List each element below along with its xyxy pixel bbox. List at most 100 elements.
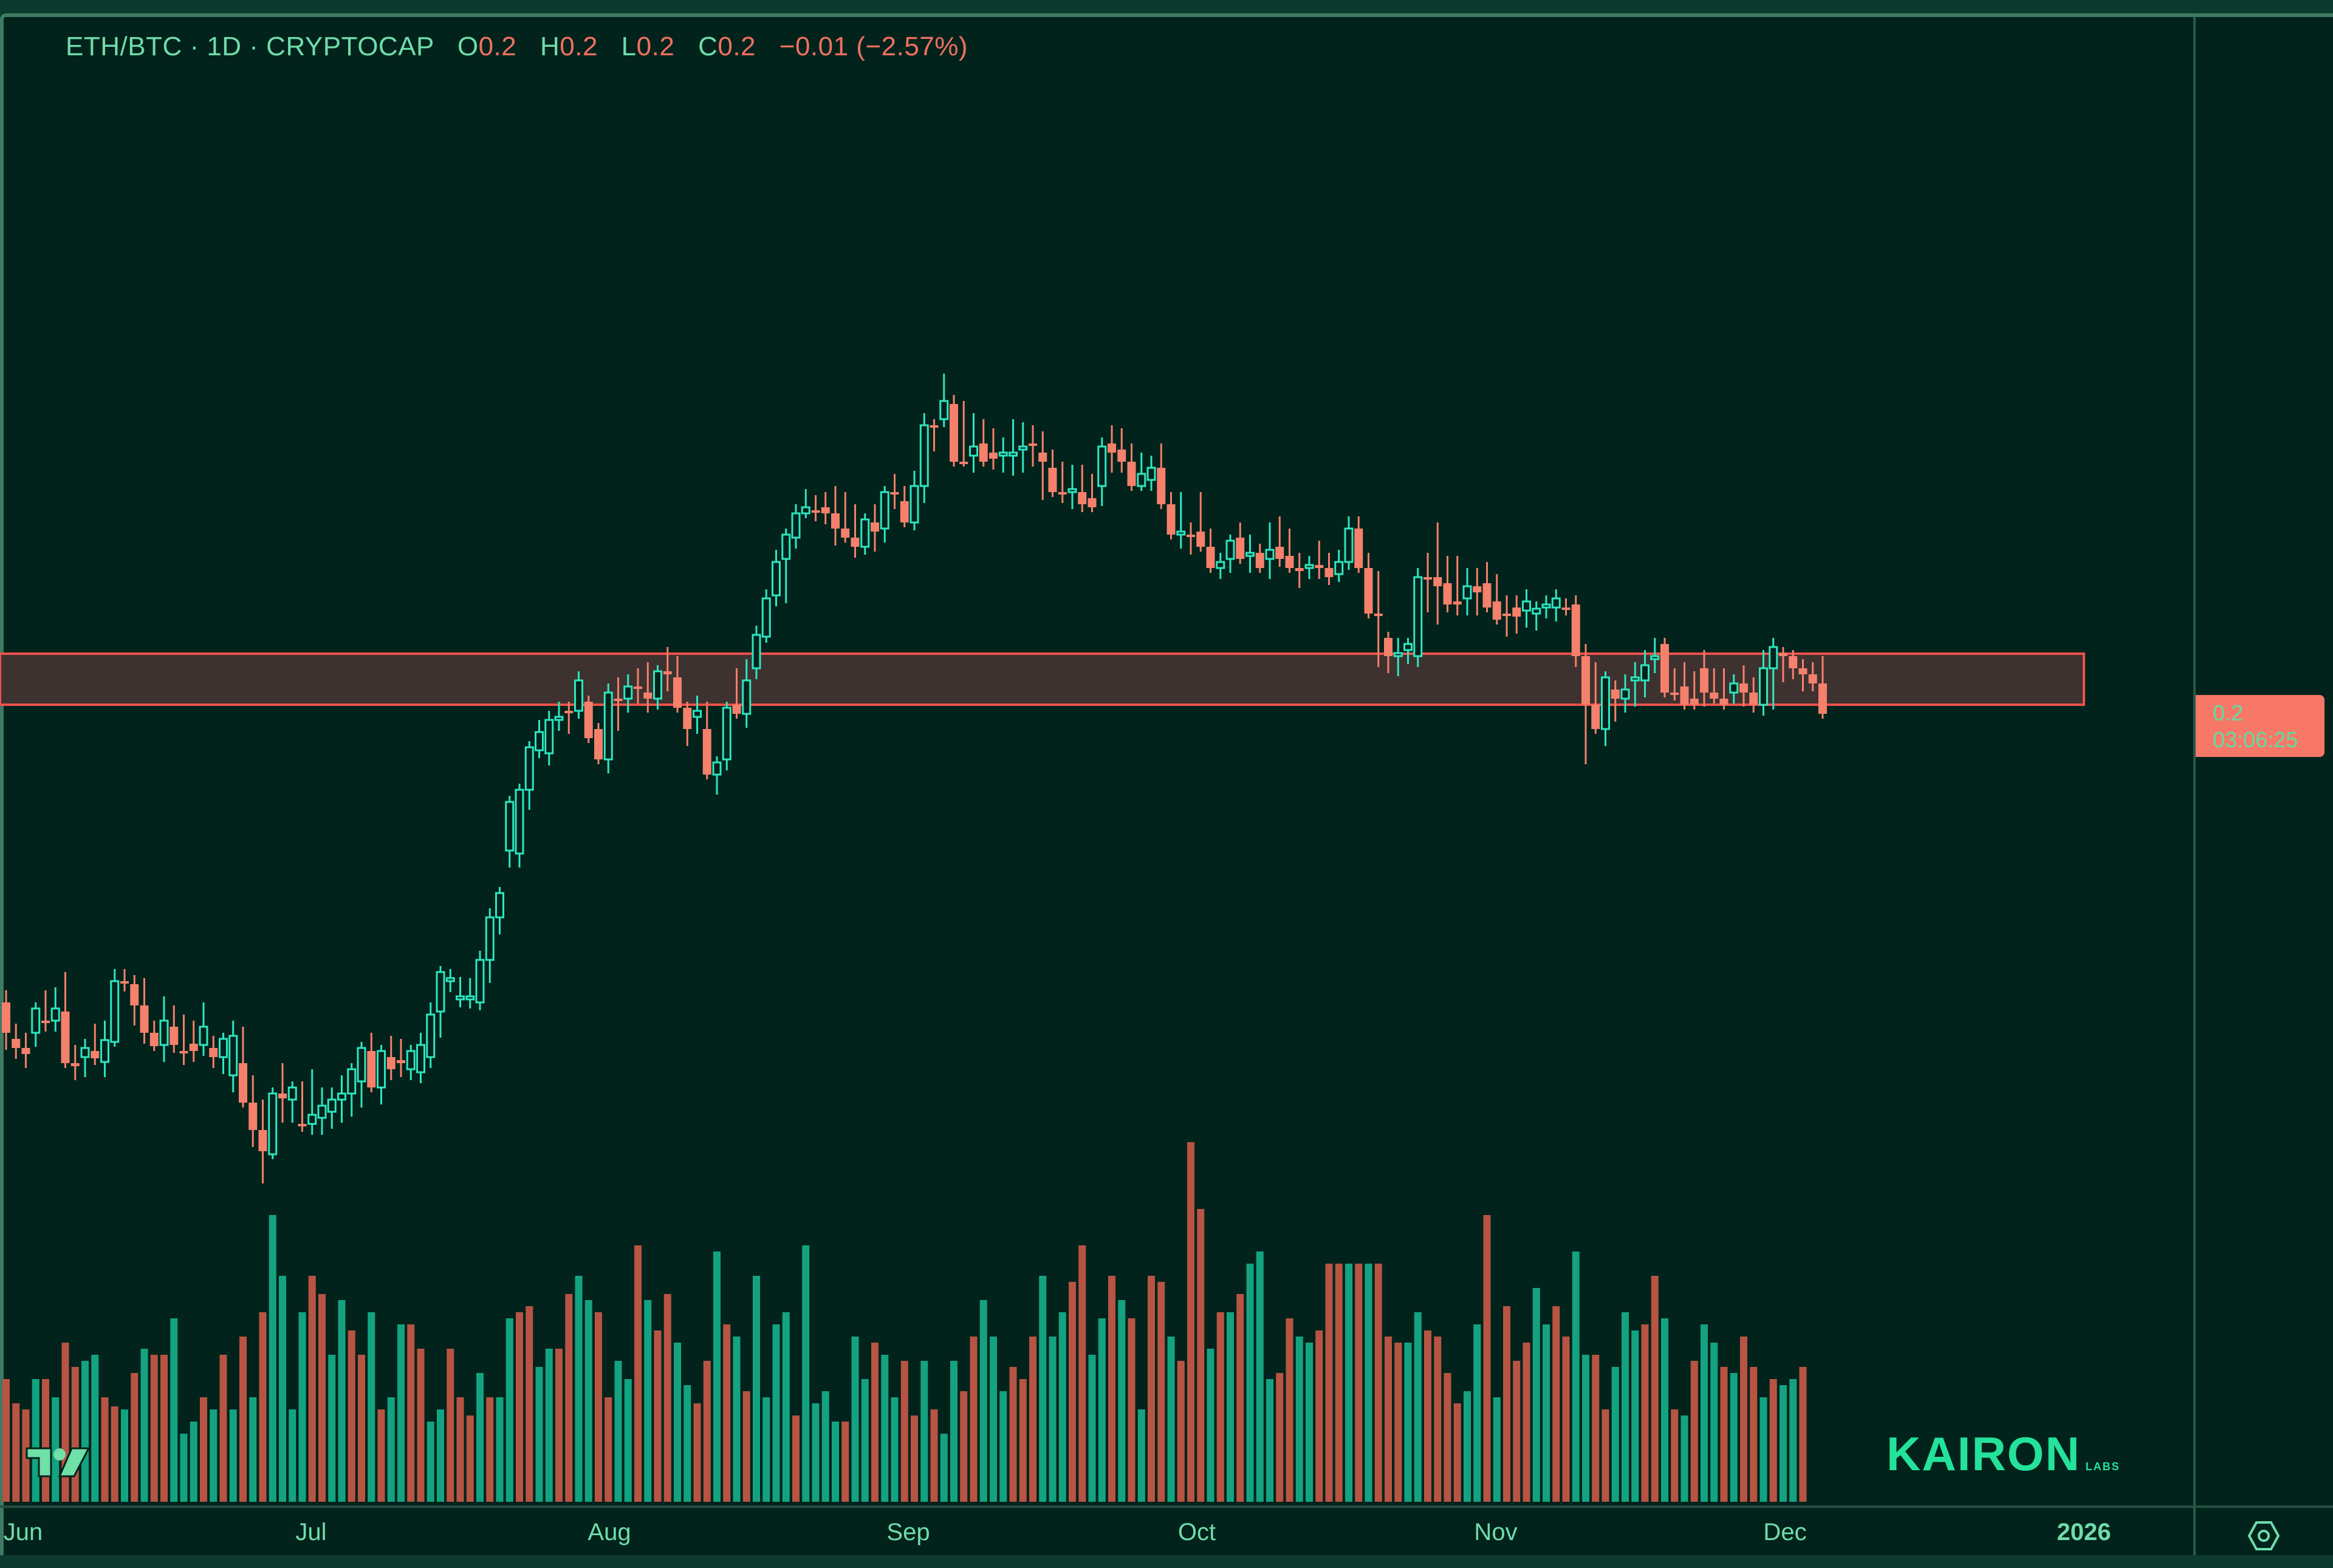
volume-bar <box>1404 1343 1412 1502</box>
volume-bar <box>762 1397 770 1502</box>
volume-bar <box>1671 1409 1679 1502</box>
candle <box>683 702 692 746</box>
volume-bar <box>1039 1276 1047 1502</box>
candle <box>634 668 642 704</box>
candle <box>1225 535 1235 573</box>
chart-pane[interactable] <box>0 13 2333 1555</box>
volume-bar <box>131 1373 139 1502</box>
volume-bar <box>1464 1391 1471 1502</box>
candle <box>258 1100 267 1183</box>
candle <box>1393 638 1403 676</box>
candle <box>1769 638 1778 710</box>
volume-bar <box>1137 1409 1145 1502</box>
support-zone[interactable] <box>0 652 2085 706</box>
volume-bar <box>170 1318 178 1502</box>
volume-bar <box>1710 1343 1718 1502</box>
candle <box>159 996 169 1062</box>
volume-bar <box>634 1245 642 1502</box>
volume-bar <box>555 1349 563 1502</box>
high-value: 0.2 <box>560 32 598 61</box>
candle <box>900 486 909 527</box>
volume-bar <box>821 1391 829 1502</box>
candle <box>287 1081 297 1123</box>
volume-bar <box>516 1312 523 1502</box>
price-scale-divider[interactable] <box>2193 17 2196 1555</box>
candle <box>2 990 10 1050</box>
volume-bar <box>920 1361 928 1502</box>
volume-bar <box>387 1397 395 1502</box>
candle <box>1690 671 1699 710</box>
candle <box>989 428 998 470</box>
candle <box>386 1036 396 1080</box>
volume-bar <box>160 1355 168 1502</box>
candle <box>61 972 70 1068</box>
low-label: L <box>621 32 637 61</box>
candle <box>1413 568 1423 667</box>
symbol-title[interactable]: ETH/BTC · 1D · CRYPTOCAP <box>66 32 434 61</box>
candle <box>1630 662 1640 707</box>
volume-bar <box>772 1324 780 1502</box>
candle <box>327 1087 337 1129</box>
candle <box>1551 589 1561 621</box>
volume-bar <box>1582 1355 1589 1502</box>
candle <box>406 1045 416 1080</box>
candle <box>189 1021 198 1062</box>
volume-bar <box>308 1276 316 1502</box>
candle <box>1364 553 1373 618</box>
candle <box>673 656 682 713</box>
candle <box>1196 492 1205 552</box>
candle <box>1157 443 1166 509</box>
candle <box>998 437 1008 473</box>
candle <box>1058 462 1067 503</box>
volume-bar <box>970 1337 978 1502</box>
volume-bar <box>52 1397 60 1502</box>
volume-bar <box>1216 1312 1224 1502</box>
tradingview-logo-icon[interactable] <box>24 1445 91 1479</box>
change-value: −0.01 (−2.57%) <box>779 32 968 61</box>
volume-bar <box>723 1324 731 1502</box>
candle <box>643 662 653 713</box>
volume-bar <box>900 1361 908 1502</box>
volume-bar <box>289 1409 296 1502</box>
candle <box>1117 428 1126 473</box>
volume-bar <box>1266 1379 1273 1502</box>
volume-bar <box>940 1434 948 1502</box>
candle <box>228 1021 238 1092</box>
volume-bar <box>279 1276 286 1502</box>
candle <box>1680 662 1689 710</box>
candle <box>495 887 504 934</box>
candle <box>742 659 752 728</box>
candle <box>199 1002 208 1056</box>
volume-bar <box>1759 1397 1767 1502</box>
candle <box>357 1042 366 1108</box>
volume-bar <box>1572 1251 1580 1502</box>
volume-bar <box>595 1312 602 1502</box>
candle <box>41 990 50 1032</box>
volume-bar <box>210 1409 218 1502</box>
time-label: Jun <box>3 1519 43 1546</box>
volume-bar <box>861 1379 869 1502</box>
candle <box>564 702 574 734</box>
candle <box>1334 550 1344 582</box>
volume-bar <box>1414 1312 1422 1502</box>
volume-bar <box>663 1294 671 1502</box>
symbol-legend: ETH/BTC · 1D · CRYPTOCAP O0.2 H0.2 L0.2 … <box>66 32 968 62</box>
candle <box>890 474 899 509</box>
volume-bar <box>1680 1416 1688 1502</box>
last-price: 0.2 <box>2213 700 2244 725</box>
volume-bar <box>91 1355 99 1502</box>
candle <box>1462 568 1472 615</box>
candle <box>801 489 810 518</box>
candle <box>1541 595 1551 618</box>
volume-bar <box>486 1397 494 1502</box>
settings-hexagon-icon[interactable] <box>2248 1520 2280 1552</box>
candle <box>1473 568 1482 615</box>
candle <box>140 978 149 1044</box>
candle <box>1759 650 1768 716</box>
candle <box>219 1033 228 1074</box>
candle <box>209 1036 218 1068</box>
candle <box>821 492 830 524</box>
volume-bar <box>1513 1361 1521 1502</box>
candle <box>1166 492 1176 539</box>
